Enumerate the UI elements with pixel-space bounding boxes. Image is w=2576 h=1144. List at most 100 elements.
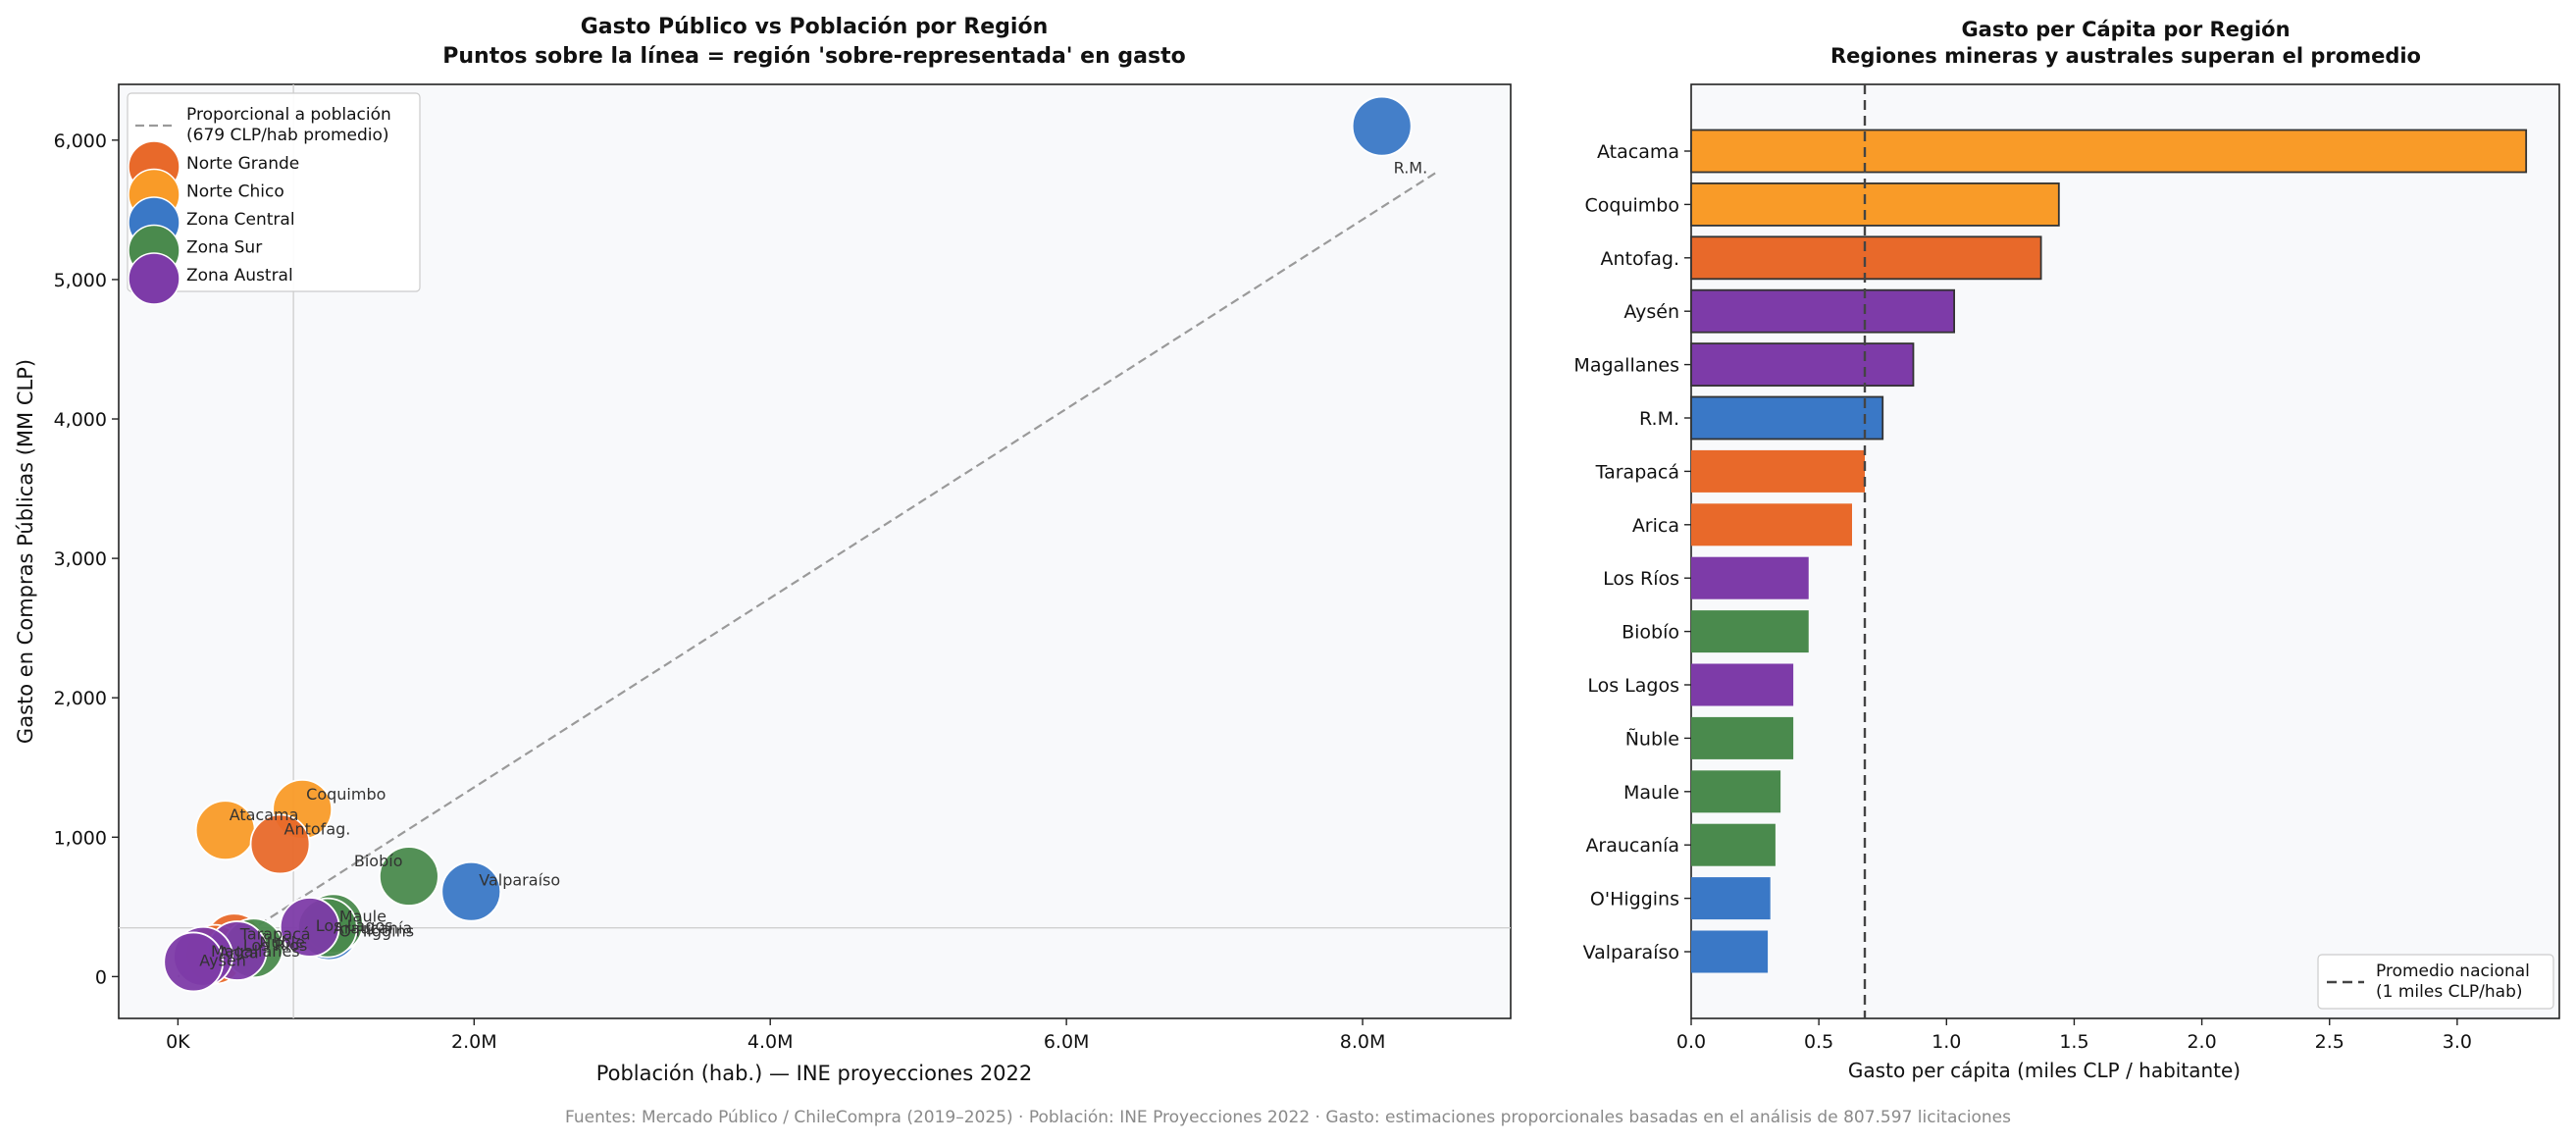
scatter-legend-label: Zona Central [186, 210, 295, 230]
scatter-point-label: Aysén [199, 951, 246, 969]
bar-category-label: Los Lagos [1587, 675, 1679, 697]
bar-axes: 0.0 0.5 1.0 1.5 2.0 2.5 3.0 Atacama Coquimbo Anto… [1573, 141, 2472, 1053]
bar-category-label: Aysén [1623, 301, 1679, 323]
scatter-legend-ref-label: Proporcional a población [186, 105, 391, 125]
scatter-point [440, 860, 502, 922]
bar-category-label: Valparaíso [1583, 942, 1679, 963]
scatter-point [378, 846, 439, 907]
bar-legend: Promedio nacional(1 miles CLP/hab) [2317, 954, 2554, 1010]
scatter-point-label: R.M. [1394, 159, 1428, 178]
scatter-legend-ref-label-2: (679 CLP/hab promedio) [186, 126, 389, 145]
scatter-point-label: Atacama [230, 806, 299, 824]
bar-category-label: R.M. [1639, 408, 1679, 430]
scatter-y-axis-label: Gasto en Compras Públicas (MM CLP) [14, 359, 37, 744]
bar-panel: Gasto per Cápita por Región Regiones min… [1573, 18, 2560, 1082]
scatter-point-label: Ñuble [259, 933, 305, 952]
bar-category-label: Arica [1632, 515, 1679, 537]
bar [1691, 663, 1794, 706]
bar-x-axis-label: Gasto per cápita (miles CLP / habitante) [1848, 1059, 2241, 1082]
scatter-y-tick-label: 0 [95, 966, 107, 988]
bar-category-label: Maule [1623, 782, 1679, 804]
scatter-point-labels: R.M. Valparaíso O'Higgins Coquimbo AtacamaAn… [199, 159, 1427, 970]
bar [1690, 288, 1956, 334]
bar [1691, 556, 1809, 599]
scatter-x-tick-label: 0K [166, 1031, 190, 1053]
bar-legend-label: Promedio nacional [2376, 962, 2530, 981]
bar [1691, 503, 1852, 546]
scatter-point-label: O'Higgins [338, 921, 414, 940]
bar-category-label: Magallanes [1573, 355, 1679, 377]
bar-subtitle: Regiones mineras y australes superan el … [1830, 44, 2421, 68]
bar [1691, 449, 1865, 493]
bar-x-tick-label: 3.0 [2443, 1031, 2472, 1053]
bar-legend-label-2: (1 miles CLP/hab) [2376, 982, 2523, 1002]
bar-category-label: Biobío [1622, 622, 1679, 644]
scatter-x-tick-label: 4.0M [747, 1031, 794, 1053]
scatter-title: Gasto Público vs Población por Región [581, 15, 1049, 39]
scatter-legend-label: Norte Grande [186, 154, 299, 174]
footer-source-note: Fuentes: Mercado Público / ChileCompra (… [565, 1108, 2011, 1127]
bar [1691, 716, 1794, 759]
bar-x-tick-label: 1.0 [1932, 1031, 1961, 1053]
scatter-y-tick-label: 3,000 [54, 548, 107, 570]
bar-category-label: O'Higgins [1590, 889, 1679, 910]
scatter-panel: Gasto Público vs Población por Región Pu… [14, 15, 1512, 1085]
scatter-x-tick-label: 2.0M [451, 1031, 497, 1053]
bar-x-tick-label: 0.0 [1676, 1031, 1706, 1053]
scatter-y-tick-label: 6,000 [54, 130, 107, 152]
scatter-point-label: Antofag. [284, 819, 351, 838]
scatter-point-label: Biobío [354, 852, 403, 870]
bar-category-label: Los Ríos [1603, 568, 1679, 590]
scatter-axes: 0K 2.0M 4.0M 6.0M 8.0M 0 1,000 2,000 3,000 4,000 5… [54, 130, 1386, 1053]
scatter-y-tick-label: 5,000 [54, 270, 107, 291]
bar [1691, 823, 1776, 866]
scatter-point-label: Araucanía [334, 919, 412, 938]
scatter-y-tick-label: 2,000 [54, 688, 107, 709]
scatter-point-label: Maule [339, 907, 386, 925]
bar [1690, 342, 1915, 388]
scatter-x-tick-label: 8.0M [1340, 1031, 1386, 1053]
scatter-points [163, 95, 1413, 993]
scatter-legend-swatch [128, 252, 180, 305]
scatter-point [249, 813, 311, 875]
scatter-point-label: Arica [219, 944, 259, 962]
bar-category-label: Atacama [1597, 141, 1679, 163]
bar [1691, 610, 1809, 653]
bar-x-tick-label: 2.0 [2187, 1031, 2216, 1053]
scatter-point-label: Coquimbo [306, 785, 386, 804]
scatter-point [163, 931, 225, 993]
scatter-y-tick-label: 1,000 [54, 827, 107, 849]
bar-marks [1690, 129, 2528, 973]
scatter-legend-label: Zona Austral [186, 266, 293, 286]
scatter-point [279, 897, 340, 958]
bar [1690, 395, 1884, 441]
bar-x-tick-label: 1.5 [2059, 1031, 2088, 1053]
scatter-point [1351, 95, 1413, 157]
bar-title: Gasto per Cápita por Región [1961, 18, 2290, 41]
bar-x-tick-label: 0.5 [1804, 1031, 1833, 1053]
bar-category-label: Tarapacá [1595, 461, 1679, 483]
bar-category-label: Coquimbo [1585, 194, 1679, 216]
scatter-legend: Proporcional a población(679 CLP/hab pro… [127, 92, 421, 305]
bar-category-label: Ñuble [1625, 727, 1679, 750]
bar [1691, 877, 1771, 920]
scatter-legend-label: Zona Sur [186, 238, 262, 258]
bar [1690, 182, 2060, 227]
scatter-legend-label: Norte Chico [186, 182, 284, 202]
scatter-reference-line [177, 171, 1438, 978]
bar [1691, 770, 1781, 813]
scatter-x-axis-label: Población (hab.) — INE proyecciones 2022 [596, 1062, 1033, 1085]
scatter-y-tick-label: 4,000 [54, 409, 107, 431]
bar [1691, 930, 1769, 973]
scatter-subtitle: Puntos sobre la línea = región 'sobre-re… [442, 44, 1186, 69]
bar-category-label: Araucanía [1585, 835, 1679, 857]
bar-x-tick-label: 2.5 [2315, 1031, 2344, 1053]
scatter-legend-box [127, 92, 421, 292]
bar [1690, 129, 2528, 174]
scatter-point-label: Magallanes [211, 942, 300, 961]
scatter-point-label: Tarapacá [239, 924, 311, 943]
bar-category-label: Antofag. [1600, 248, 1679, 270]
bar [1690, 235, 2042, 281]
